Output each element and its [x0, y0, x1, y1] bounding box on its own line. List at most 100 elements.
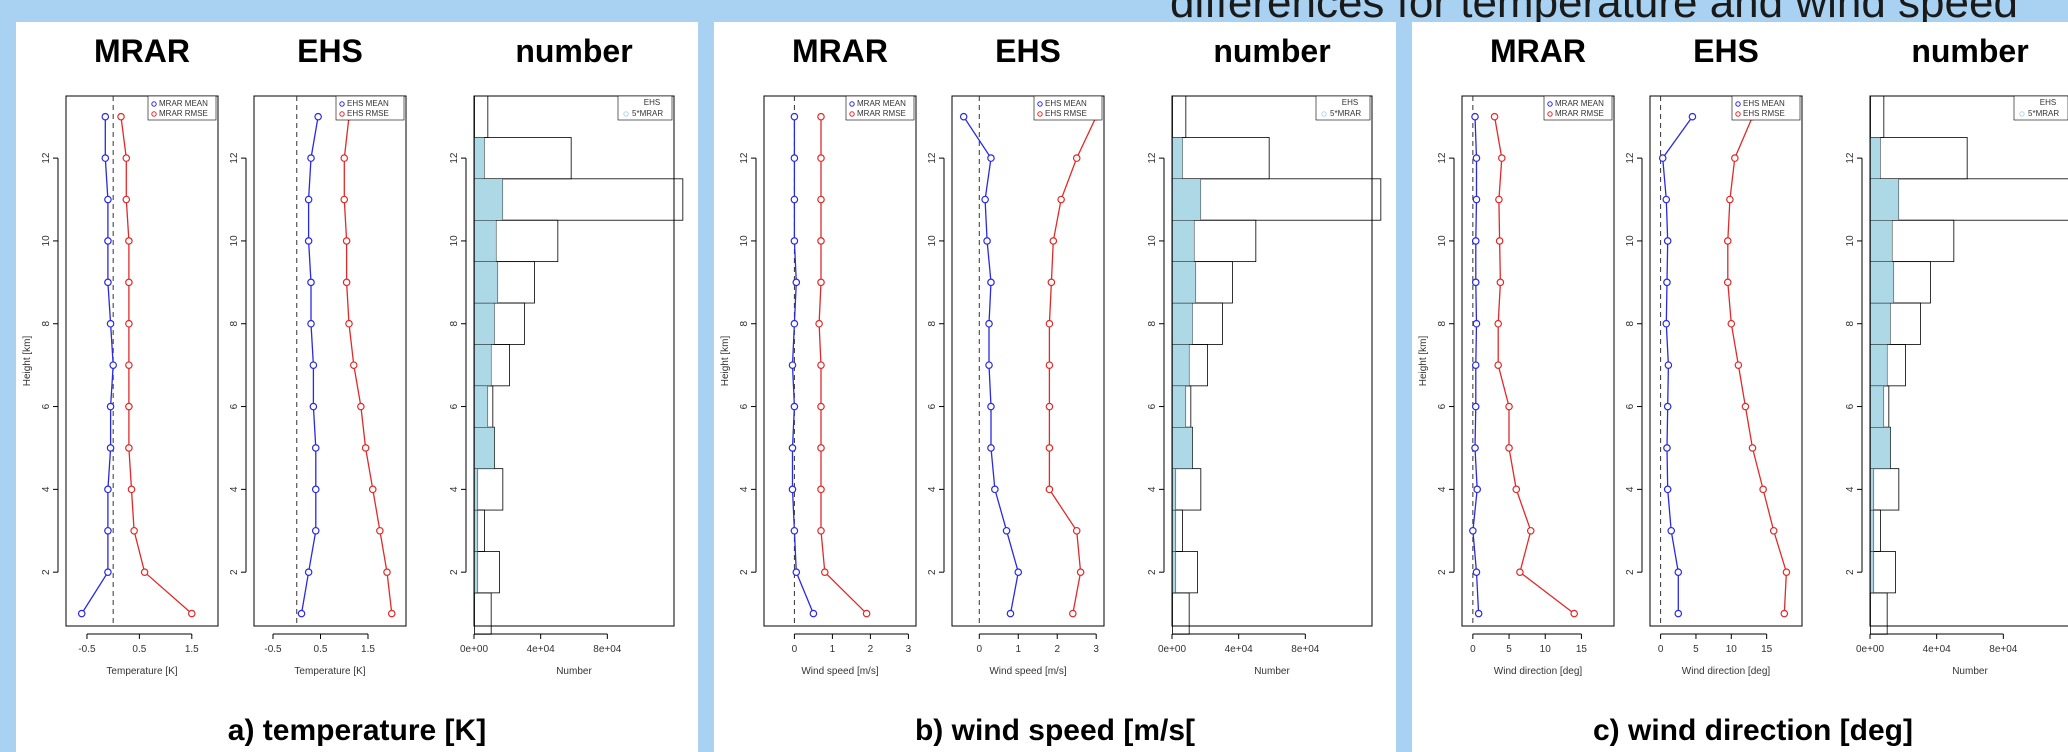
y-tick-label: 4: [41, 486, 52, 492]
hist-bar-mrar: [474, 261, 499, 304]
x-tick-label: 0e+00: [1158, 644, 1187, 655]
hist-bar-ehs: [474, 95, 489, 138]
x-tick-label: 15: [1576, 644, 1588, 655]
subplot-title: EHS: [1693, 33, 1759, 69]
panel-wind-direction: Height [km] MRAR 2 4 6 8 10 12 0 5 10 15 Wind direct…: [1412, 22, 2068, 752]
y-tick-label: 8: [1625, 321, 1636, 327]
hist-bar-ehs: [1870, 95, 1885, 138]
hist-bar-mrar: [1172, 178, 1202, 221]
y-tick-label: 10: [1625, 235, 1636, 247]
x-tick-label: 4e+04: [527, 644, 556, 655]
mean-point: [1473, 485, 1481, 494]
x-tick-label: 1: [830, 644, 836, 655]
y-axis-label: Height [km]: [22, 335, 33, 386]
mean-point: [1663, 402, 1672, 411]
rmse-point: [817, 278, 825, 287]
mean-point: [987, 154, 995, 162]
mean-point: [104, 278, 112, 287]
rmse-point: [1726, 195, 1734, 204]
mean-point: [1014, 568, 1023, 576]
x-tick-label: 10: [1540, 644, 1552, 655]
mean-point: [985, 361, 993, 369]
x-tick-label: 4e+04: [1225, 644, 1254, 655]
rmse-point: [1741, 402, 1750, 411]
hist-bar-ehs: [474, 592, 492, 635]
legend-label-rmse: EHS RMSE: [1743, 109, 1785, 118]
rmse-point: [376, 526, 384, 535]
rmse-point: [817, 526, 825, 535]
y-tick-label: 12: [1437, 152, 1448, 164]
mean-point: [1663, 237, 1672, 245]
y-tick-label: 12: [41, 152, 52, 164]
x-tick-label: 0.5: [132, 644, 146, 655]
legend-box: [1033, 95, 1103, 121]
y-tick-label: 8: [739, 321, 750, 327]
rmse-point: [383, 568, 391, 576]
rmse-point: [368, 485, 377, 494]
x-tick-label: 8e+04: [593, 644, 622, 655]
rmse-point: [125, 278, 133, 287]
legend-label: EHS: [1342, 98, 1358, 107]
hist-bar-mrar: [474, 220, 497, 262]
mean-point: [309, 402, 318, 411]
mean-point: [109, 361, 117, 369]
mean-point: [304, 568, 313, 576]
y-tick-label: 6: [1845, 403, 1856, 409]
mean-point: [311, 526, 320, 535]
rmse-point: [1496, 278, 1505, 287]
rmse-point: [817, 444, 825, 452]
rmse-point: [125, 361, 133, 369]
rmse-point: [817, 195, 825, 204]
caption-wind-speed: b) wind speed [m/s[: [914, 714, 1196, 747]
legend-marker-mean: [849, 101, 855, 107]
y-tick-label: 2: [927, 569, 938, 575]
mean-point: [1674, 609, 1683, 618]
mean-point: [77, 609, 86, 618]
mean-point: [987, 402, 995, 411]
plot-frame: [1869, 95, 2068, 627]
mean-point: [1472, 154, 1481, 162]
x-tick-label: 2: [868, 644, 874, 655]
mean-point: [104, 485, 112, 494]
hist-bar-mrar: [1870, 468, 1875, 511]
hist-bar-mrar: [1870, 261, 1895, 304]
legend-marker: [1321, 111, 1327, 117]
mean-point: [309, 361, 318, 369]
hist-bar-mrar: [1172, 468, 1177, 511]
mean-point: [983, 237, 991, 245]
x-axis-label: Wind speed [m/s]: [801, 666, 878, 677]
y-tick-label: 12: [927, 152, 938, 164]
hist-bar-mrar: [1870, 220, 1893, 262]
panel-wind-speed: Height [km] MRAR 2 4 6 8 10 12 0 1 2 3 Wind speed [m…: [714, 22, 1396, 752]
legend-label-rmse: EHS RMSE: [347, 109, 389, 118]
hist-bar-mrar: [1172, 302, 1193, 345]
hist-bar-mrar: [474, 509, 479, 552]
legend-label-mean: EHS MEAN: [1743, 99, 1785, 108]
mean-point: [792, 568, 801, 576]
y-tick-label: 6: [739, 403, 750, 409]
rmse-point: [1057, 195, 1065, 204]
mean-point: [790, 112, 799, 121]
y-tick-label: 12: [1625, 152, 1636, 164]
subplot-title: EHS: [995, 33, 1061, 69]
rmse-point: [821, 568, 829, 576]
mean-point: [304, 237, 313, 245]
x-tick-label: 8e+04: [1989, 644, 2018, 655]
y-tick-label: 4: [1437, 486, 1448, 492]
hist-bar-mrar: [1172, 344, 1190, 387]
rmse-point: [1734, 361, 1743, 369]
y-axis-label: Height [km]: [1418, 335, 1429, 386]
hist-bar-mrar: [474, 385, 489, 428]
hist-bar-mrar: [1870, 178, 1900, 221]
hist-bar-mrar: [1870, 302, 1891, 345]
mean-point: [1472, 568, 1481, 576]
mean-point: [1472, 319, 1481, 328]
mean-point: [104, 568, 112, 576]
legend-label-rmse: MRAR RMSE: [857, 109, 906, 118]
rmse-point: [817, 237, 825, 245]
rmse-point: [1505, 444, 1513, 452]
rmse-point: [817, 485, 825, 494]
y-tick-label: 6: [1625, 403, 1636, 409]
hist-bar-ehs: [1870, 592, 1888, 635]
